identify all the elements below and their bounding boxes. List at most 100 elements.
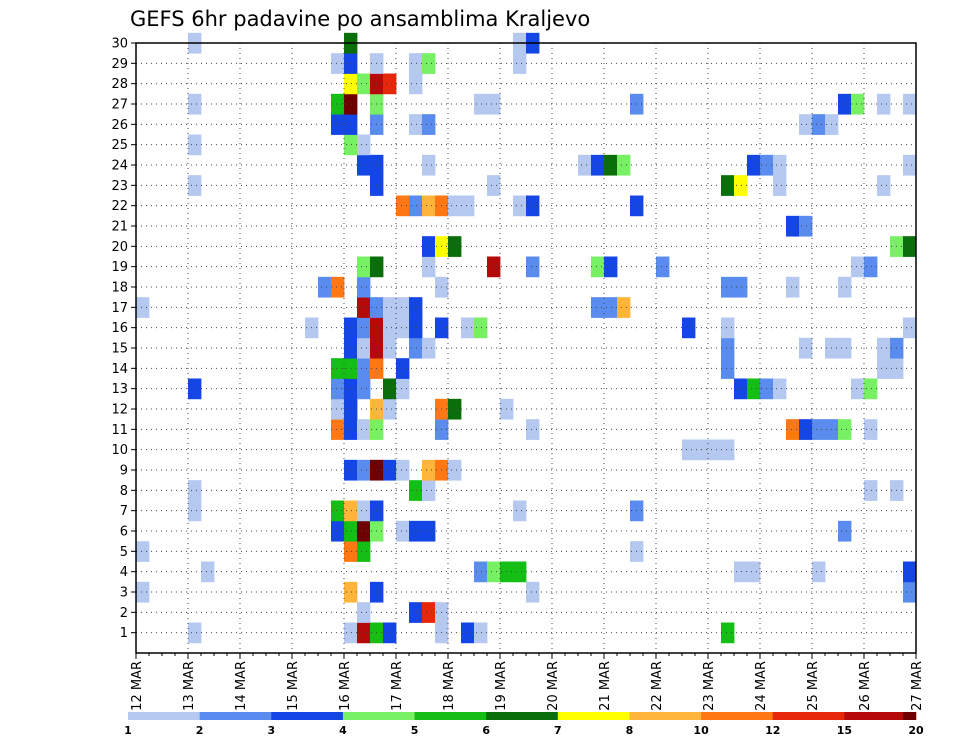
precip-cell	[461, 622, 475, 644]
precip-cell	[357, 154, 371, 176]
precip-cell	[513, 195, 527, 217]
precip-cell	[721, 622, 735, 644]
x-tick-label: 27 MAR	[910, 661, 925, 711]
precip-cell	[344, 398, 358, 420]
precip-cell	[591, 297, 605, 318]
precip-cell	[422, 53, 436, 74]
legend-swatch	[903, 712, 916, 720]
precip-cell	[396, 358, 410, 379]
legend-swatch	[128, 712, 200, 720]
precip-cell	[409, 480, 423, 501]
precip-cell	[422, 520, 436, 542]
precip-cell	[474, 317, 488, 339]
precip-cell	[526, 256, 540, 278]
precip-cell	[344, 53, 358, 74]
legend-swatch	[199, 712, 272, 720]
precip-cell	[409, 53, 423, 74]
precip-cell	[188, 134, 202, 156]
precip-cell	[838, 520, 852, 542]
precip-cell	[383, 622, 397, 644]
legend-label: 20	[908, 724, 924, 737]
y-tick-label: 1	[120, 626, 128, 641]
precip-cell	[734, 175, 748, 196]
precip-cell	[357, 378, 371, 400]
x-tick-label: 24 MAR	[754, 661, 769, 711]
precip-cell	[331, 378, 345, 400]
precip-cell	[318, 276, 332, 298]
y-tick-label: 26	[111, 118, 128, 133]
precip-cell	[487, 175, 501, 196]
precip-cell	[331, 114, 345, 135]
precip-cell	[422, 256, 436, 278]
precip-cell	[747, 154, 761, 176]
precip-cell	[526, 581, 540, 603]
precip-cell	[526, 419, 540, 440]
precip-cell	[357, 500, 371, 522]
precip-cell	[903, 93, 917, 115]
precip-cell	[487, 561, 501, 583]
legend-label: 2	[196, 724, 204, 737]
precip-cell	[591, 256, 605, 278]
precip-cell	[188, 93, 202, 115]
precip-cell	[409, 602, 423, 623]
legend-label: 7	[554, 724, 562, 737]
precip-cell	[357, 459, 371, 481]
legend-swatch	[701, 712, 774, 720]
legend-swatch	[414, 712, 487, 720]
precip-cell	[617, 297, 631, 318]
precip-cell	[136, 297, 150, 318]
precip-cell	[422, 236, 436, 257]
precip-cell	[357, 602, 371, 623]
precip-cell	[396, 520, 410, 542]
precip-cell	[344, 419, 358, 440]
precip-cell	[344, 358, 358, 379]
precip-cell	[422, 114, 436, 135]
precip-cell	[864, 419, 878, 440]
y-tick-label: 23	[111, 179, 128, 194]
precip-cell	[344, 337, 358, 359]
legend-swatch	[271, 712, 344, 720]
x-tick-label: 14 MAR	[234, 661, 249, 711]
precip-cell	[422, 480, 436, 501]
x-tick-label: 15 MAR	[286, 661, 301, 711]
precip-cell	[474, 622, 488, 644]
y-tick-labels: 1234567891011121314151617181920212223242…	[111, 37, 128, 642]
precip-cell	[786, 276, 800, 298]
legend-label: 15	[837, 724, 852, 737]
precip-cell	[786, 215, 800, 237]
precip-cell	[838, 276, 852, 298]
precip-cell	[591, 154, 605, 176]
precip-cell	[344, 622, 358, 644]
y-tick-label: 10	[111, 443, 128, 458]
precip-cell	[877, 175, 891, 196]
precip-cell	[344, 459, 358, 481]
precip-cell	[331, 276, 345, 298]
precip-cell	[422, 154, 436, 176]
y-tick-label: 12	[111, 403, 128, 418]
precip-cell	[331, 500, 345, 522]
y-tick-label: 13	[111, 382, 128, 397]
precip-cell	[903, 154, 917, 176]
y-tick-label: 30	[111, 37, 128, 52]
precip-cell	[422, 459, 436, 481]
precip-cell	[409, 317, 423, 339]
precip-cell	[344, 520, 358, 542]
precip-cell	[682, 317, 696, 339]
precip-cell	[448, 195, 462, 217]
precip-cell	[773, 154, 787, 176]
precip-cell	[903, 317, 917, 339]
precip-cell	[383, 378, 397, 400]
y-tick-label: 29	[111, 57, 128, 72]
precip-cell	[344, 134, 358, 156]
legend-swatch	[486, 712, 559, 720]
precip-cell	[604, 154, 618, 176]
precip-cell	[331, 419, 345, 440]
precip-cell	[331, 520, 345, 542]
legend-label: 8	[626, 724, 634, 737]
precip-cell	[864, 378, 878, 400]
legend-swatch	[557, 712, 630, 720]
precip-cell	[383, 73, 397, 95]
precip-cell	[396, 378, 410, 400]
precip-cell	[331, 53, 345, 74]
